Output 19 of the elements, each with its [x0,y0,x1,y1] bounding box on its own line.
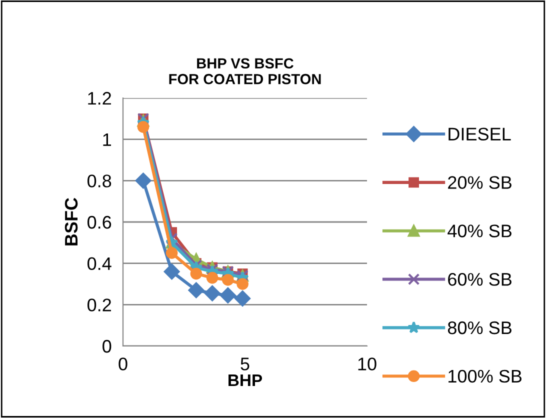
x-tick-label: 5 [240,358,250,370]
y-tick-label: 0.6 [87,216,112,229]
legend-label: 60% SB [448,272,512,286]
x-axis-title: BHP [228,374,262,386]
legend-label: 80% SB [448,321,512,334]
y-axis-title: BSFC [64,198,78,246]
y-tick-label: 1 [103,133,112,146]
chart-title: BHP VS BSFC FOR COATED PISTON [169,58,321,84]
y-tick-label: 0.8 [87,174,112,188]
legend-label: 40% SB [448,224,512,238]
x-tick-label: 0 [118,358,128,370]
y-tick-label: 0.4 [87,257,112,270]
y-tick-label: 0 [102,340,112,353]
y-tick-label: 0.2 [87,298,111,312]
legend-label: DIESEL [448,128,511,140]
legend-label: 20% SB [448,176,512,189]
x-tick-label: 10 [358,358,376,370]
y-tick-label: 1.2 [88,92,111,105]
legend-label: 100% SB [448,370,522,383]
